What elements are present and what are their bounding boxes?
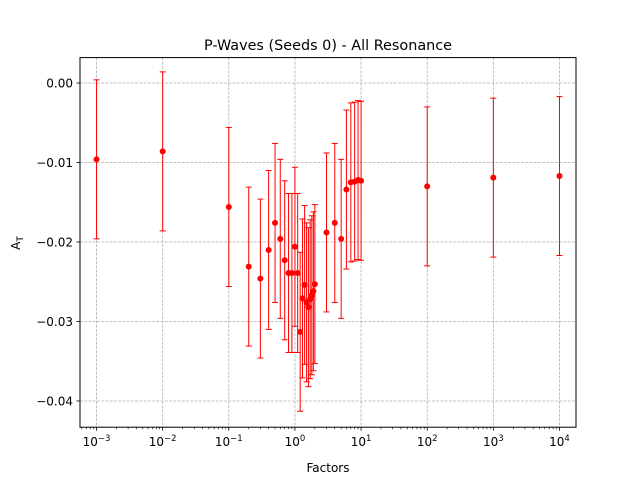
data-point bbox=[556, 173, 563, 180]
data-point bbox=[281, 257, 288, 264]
data-series bbox=[93, 71, 563, 412]
data-point bbox=[265, 246, 272, 253]
x-tick-label: 10−1 bbox=[215, 434, 243, 449]
data-point bbox=[490, 174, 497, 181]
data-point bbox=[311, 281, 318, 288]
x-axis-label: Factors bbox=[307, 461, 350, 475]
y-tick-label: 0.00 bbox=[46, 76, 73, 90]
svg-text:AT: AT bbox=[9, 236, 26, 250]
data-point bbox=[291, 243, 298, 250]
data-point bbox=[257, 275, 264, 282]
x-tick-label: 104 bbox=[549, 434, 570, 449]
data-point bbox=[225, 204, 232, 211]
y-axis-label-main: A bbox=[9, 241, 23, 250]
data-point bbox=[331, 219, 338, 226]
x-tick-label: 101 bbox=[351, 434, 372, 449]
data-point bbox=[310, 288, 317, 295]
data-point bbox=[338, 235, 345, 242]
data-point bbox=[299, 295, 306, 302]
data-point bbox=[343, 186, 350, 193]
y-tick-label: −0.04 bbox=[36, 394, 73, 408]
data-point bbox=[294, 270, 301, 277]
data-point bbox=[277, 235, 284, 242]
data-point bbox=[272, 219, 279, 226]
y-axis-label: AT bbox=[9, 236, 26, 250]
y-tick-label: −0.01 bbox=[36, 156, 73, 170]
chart-title: P-Waves (Seeds 0) - All Resonance bbox=[204, 38, 452, 54]
y-axis-label-sub: T bbox=[16, 236, 26, 243]
y-tick-label: −0.02 bbox=[36, 235, 73, 249]
y-tick-label: −0.03 bbox=[36, 315, 73, 329]
data-point bbox=[93, 156, 100, 163]
x-tick-label: 100 bbox=[285, 434, 306, 449]
data-point bbox=[159, 148, 166, 155]
x-tick-label: 10−2 bbox=[149, 434, 177, 449]
data-point bbox=[288, 270, 295, 277]
data-point bbox=[358, 177, 365, 184]
data-point bbox=[297, 328, 304, 335]
x-tick-label: 102 bbox=[417, 434, 438, 449]
x-tick-label: 103 bbox=[483, 434, 504, 449]
axis-ticks: 0.00 −0.01 −0.02 −0.03 −0.04 10−3 10−2 10−1 100 1… bbox=[36, 76, 570, 449]
data-point bbox=[323, 229, 330, 236]
data-point bbox=[424, 183, 431, 190]
x-tick-label: 10−3 bbox=[83, 434, 111, 449]
data-point bbox=[245, 263, 252, 270]
